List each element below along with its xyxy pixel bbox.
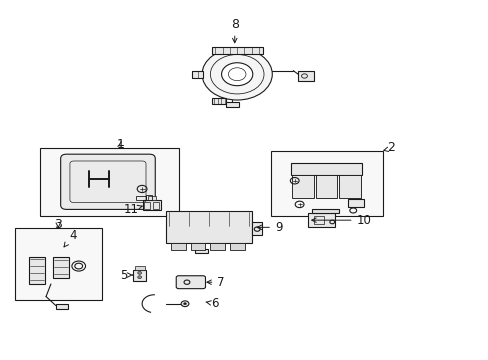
Text: 9: 9 bbox=[257, 221, 282, 234]
Bar bbox=[347, 199, 363, 207]
Bar bbox=[192, 71, 198, 78]
Bar bbox=[133, 270, 145, 281]
FancyBboxPatch shape bbox=[61, 154, 155, 210]
Text: 5: 5 bbox=[120, 269, 133, 282]
Bar bbox=[56, 304, 68, 309]
Bar bbox=[144, 202, 150, 209]
Bar bbox=[292, 175, 313, 198]
Bar bbox=[153, 202, 158, 209]
Circle shape bbox=[181, 301, 188, 307]
Circle shape bbox=[138, 276, 142, 279]
Text: 4: 4 bbox=[64, 229, 77, 247]
Bar bbox=[252, 222, 262, 234]
Bar bbox=[190, 243, 205, 249]
Text: 6: 6 bbox=[205, 297, 219, 310]
Bar bbox=[53, 257, 69, 278]
Bar bbox=[194, 249, 208, 253]
Circle shape bbox=[183, 303, 186, 305]
Bar bbox=[40, 148, 178, 216]
Bar bbox=[298, 71, 313, 81]
Bar bbox=[136, 196, 146, 201]
Bar bbox=[146, 195, 152, 201]
Bar bbox=[307, 213, 334, 226]
Bar bbox=[229, 243, 244, 249]
Bar bbox=[338, 175, 360, 198]
Text: 3: 3 bbox=[54, 218, 62, 231]
Bar bbox=[135, 266, 144, 270]
Bar bbox=[291, 163, 361, 175]
Bar bbox=[192, 71, 203, 78]
Bar bbox=[314, 216, 324, 224]
Text: 11: 11 bbox=[123, 203, 142, 216]
Bar bbox=[311, 209, 338, 213]
Circle shape bbox=[221, 63, 252, 86]
Circle shape bbox=[202, 48, 272, 100]
Bar bbox=[171, 243, 185, 249]
Bar bbox=[211, 46, 262, 54]
Text: 1: 1 bbox=[116, 138, 124, 151]
Bar bbox=[211, 98, 226, 104]
Text: 10: 10 bbox=[311, 214, 371, 227]
Text: 7: 7 bbox=[206, 276, 224, 289]
Bar bbox=[15, 228, 102, 300]
Bar bbox=[166, 211, 252, 243]
Bar bbox=[315, 175, 336, 198]
Text: 2: 2 bbox=[386, 141, 394, 154]
Bar bbox=[210, 243, 224, 249]
Text: 8: 8 bbox=[230, 18, 238, 43]
Bar bbox=[148, 196, 156, 200]
Bar bbox=[271, 151, 383, 216]
Circle shape bbox=[138, 271, 142, 274]
FancyBboxPatch shape bbox=[176, 276, 205, 289]
Bar bbox=[226, 102, 239, 107]
Bar bbox=[29, 257, 44, 284]
Bar bbox=[143, 200, 160, 211]
